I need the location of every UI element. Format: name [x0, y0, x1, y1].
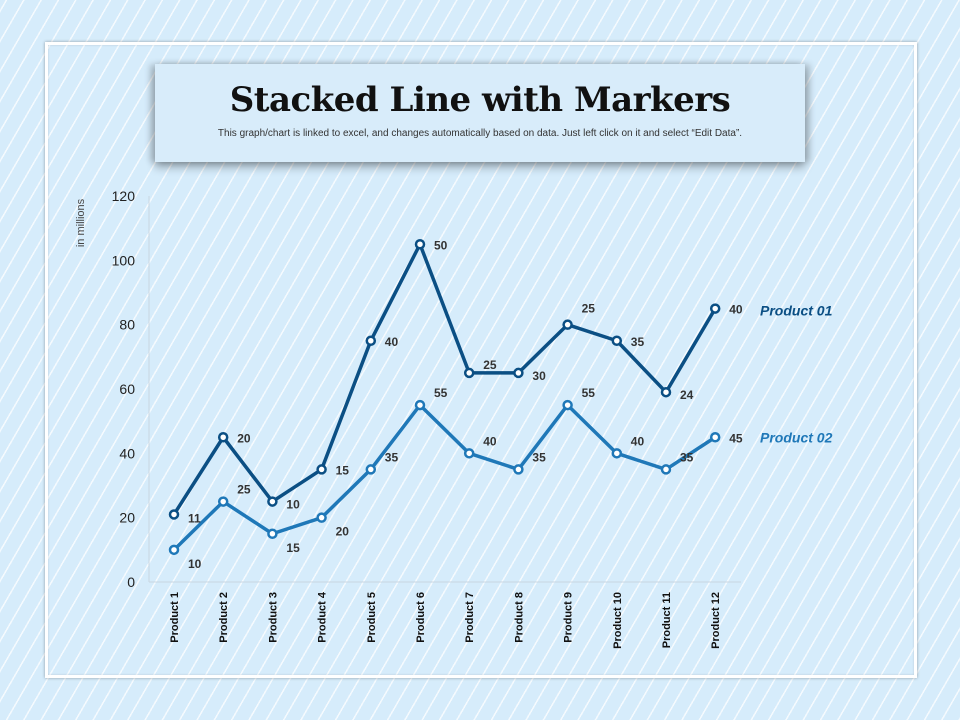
series-name-label: Product 01: [760, 303, 833, 319]
x-tick-label: Product 4: [317, 591, 329, 643]
data-label: 15: [336, 463, 350, 477]
data-marker: [316, 512, 327, 523]
y-axis-title: in millions: [75, 198, 87, 247]
data-label: 15: [286, 541, 300, 555]
x-tick-label: Product 10: [612, 592, 624, 649]
x-tick-label: Product 7: [464, 592, 476, 643]
data-marker: [513, 464, 524, 475]
data-label: 10: [188, 557, 202, 571]
data-label: 40: [385, 335, 399, 349]
data-label: 25: [237, 483, 251, 497]
x-tick-label: Product 2: [218, 592, 230, 643]
data-label: 24: [680, 388, 694, 402]
y-tick-label: 100: [112, 252, 136, 268]
data-marker: [168, 544, 180, 556]
x-tick-label: Product 9: [563, 592, 575, 643]
series-line-0: [172, 403, 717, 552]
data-label: 11: [188, 511, 201, 525]
data-marker: [562, 319, 573, 330]
chart-lines: [172, 242, 717, 552]
data-marker: [414, 239, 426, 250]
series-line-1: [172, 242, 717, 516]
y-tick-label: 0: [127, 574, 135, 590]
data-marker: [463, 367, 475, 379]
data-label: 20: [336, 525, 350, 539]
chart-axes: 0 20 40 60 80 100 120 in millions Product 1 Produ…: [75, 188, 741, 649]
data-marker: [365, 335, 377, 346]
data-label: 35: [631, 335, 645, 349]
x-tick-label: Product 5: [366, 592, 378, 643]
data-marker: [513, 367, 524, 379]
data-marker: [660, 386, 672, 398]
data-label: 25: [483, 358, 497, 372]
data-marker: [168, 509, 180, 520]
data-marker: [217, 496, 229, 507]
data-label: 45: [729, 431, 743, 445]
series-name-label: Product 02: [760, 429, 833, 445]
y-tick-label: 60: [119, 381, 135, 397]
data-label: 10: [286, 498, 300, 512]
data-label: 50: [434, 238, 448, 252]
y-tick-label: 120: [112, 188, 136, 204]
chart-labels: 10 25 15 20 35 55 40 35 55 40 35 45 Product 02 11 20 10…: [188, 238, 833, 571]
data-label: 55: [434, 386, 448, 400]
y-tick-label: 20: [119, 510, 135, 526]
data-label: 40: [729, 303, 743, 317]
data-label: 35: [532, 450, 546, 464]
data-marker: [660, 464, 672, 475]
data-label: 20: [237, 431, 251, 445]
x-tick-label: Product 6: [415, 592, 427, 643]
y-tick-label: 40: [119, 445, 135, 461]
data-marker: [414, 399, 426, 411]
data-label: 35: [385, 450, 399, 464]
chart-markers: [168, 239, 721, 556]
title-box: Stacked Line with Markers This graph/cha…: [155, 64, 805, 162]
data-label: 35: [680, 450, 694, 464]
chart-title: Stacked Line with Markers: [229, 80, 731, 120]
data-marker: [611, 335, 623, 346]
data-marker: [365, 464, 377, 475]
data-marker: [316, 464, 327, 475]
chart-frame: [45, 42, 917, 678]
y-tick-label: 80: [119, 317, 135, 333]
data-marker: [709, 432, 721, 443]
data-label: 55: [582, 386, 596, 400]
chart-subtitle: This graph/chart is linked to excel, and…: [217, 128, 743, 139]
x-tick-label: Product 3: [267, 592, 279, 643]
x-tick-label: Product 8: [513, 592, 525, 643]
x-tick-label: Product 11: [661, 592, 673, 648]
data-label: 40: [631, 434, 645, 448]
data-label: 30: [532, 369, 546, 383]
data-marker: [267, 528, 278, 539]
data-marker: [562, 399, 573, 411]
x-tick-label: Product 1: [169, 592, 181, 643]
x-tick-label: Product 12: [710, 592, 722, 649]
data-marker: [267, 496, 278, 507]
data-marker: [463, 448, 475, 459]
data-label: 40: [483, 434, 497, 448]
data-marker: [217, 432, 229, 443]
data-marker: [709, 303, 721, 314]
data-label: 25: [582, 302, 596, 316]
data-marker: [611, 448, 623, 459]
